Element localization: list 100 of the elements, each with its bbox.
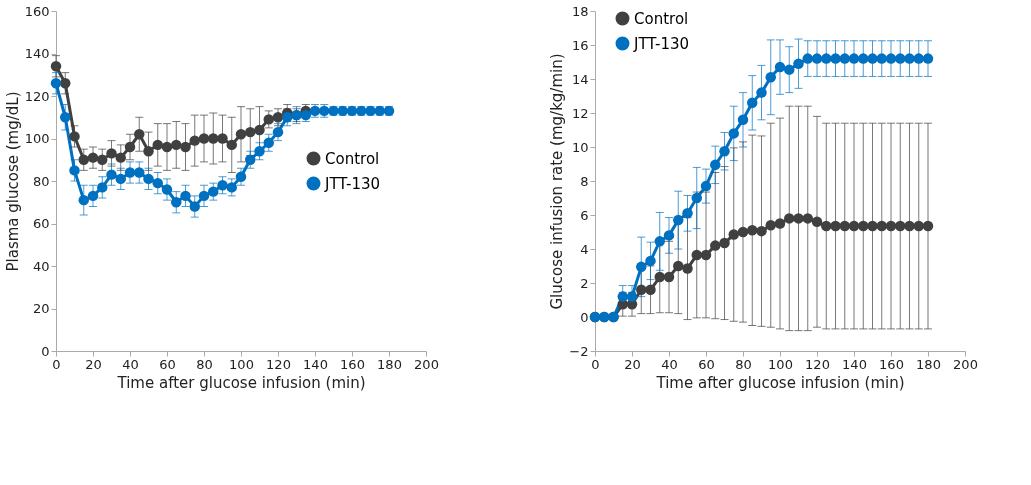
- point: [673, 214, 684, 226]
- x-tick-label: 100: [768, 356, 793, 372]
- point: [97, 154, 108, 165]
- point: [97, 182, 108, 193]
- point: [710, 240, 721, 251]
- point: [226, 139, 237, 151]
- point: [728, 128, 739, 139]
- y-tick-label: 20: [32, 301, 50, 316]
- point: [848, 53, 860, 64]
- y-tick-label: 80: [32, 173, 50, 189]
- point: [272, 112, 284, 123]
- point: [793, 58, 804, 69]
- point: [793, 213, 804, 224]
- point: [765, 72, 776, 83]
- point: [830, 220, 841, 232]
- point: [682, 208, 693, 219]
- point: [235, 171, 247, 182]
- point: [69, 131, 80, 142]
- y-tick-label: 18: [571, 3, 589, 19]
- y-tick-label: 160: [24, 3, 50, 19]
- y-axis-title: Glucose infusion rate (mg/kg/min): [548, 53, 567, 310]
- point: [839, 53, 850, 64]
- x-tick-label: 80: [735, 356, 752, 372]
- point: [124, 167, 136, 178]
- point: [282, 112, 293, 123]
- point: [710, 159, 721, 171]
- point: [106, 148, 117, 159]
- point: [719, 146, 730, 157]
- legend-label: Control: [325, 149, 380, 168]
- point: [217, 133, 228, 144]
- point: [663, 271, 675, 283]
- point: [811, 216, 823, 228]
- point: [69, 165, 80, 176]
- point: [876, 220, 887, 232]
- x-tick-label: 40: [661, 356, 678, 372]
- x-tick-label: 140: [842, 356, 867, 372]
- point: [663, 230, 675, 241]
- point: [645, 255, 656, 267]
- point: [106, 169, 117, 180]
- x-tick-label: 60: [159, 356, 176, 372]
- point: [143, 173, 154, 185]
- y-tick-label: 100: [24, 131, 50, 146]
- point: [115, 173, 126, 185]
- point: [245, 154, 256, 165]
- y-tick-label: 0: [580, 309, 589, 325]
- point: [682, 263, 693, 274]
- y-tick-label: −2: [569, 343, 589, 359]
- point: [756, 87, 767, 98]
- y-axis-title: Plasma glucose (mg/dL): [3, 91, 22, 272]
- y-tick-label: 120: [24, 88, 50, 104]
- point: [774, 218, 786, 229]
- point: [645, 284, 656, 296]
- point: [802, 213, 813, 224]
- point: [78, 194, 89, 206]
- point: [774, 61, 786, 73]
- point: [858, 220, 869, 232]
- y-tick-label: 40: [32, 258, 50, 274]
- point: [143, 146, 154, 157]
- point: [673, 260, 684, 272]
- point: [254, 146, 265, 157]
- x-tick-label: 160: [340, 356, 365, 372]
- point: [876, 53, 887, 64]
- y-tick-label: 2: [580, 275, 589, 291]
- point: [189, 201, 200, 212]
- point: [784, 213, 795, 224]
- x-tick-label: 160: [879, 356, 904, 372]
- x-axis-title: Time after glucose infusion (min): [116, 373, 366, 392]
- point: [913, 220, 924, 232]
- y-tick-label: 16: [571, 37, 589, 53]
- point: [904, 53, 915, 64]
- point: [50, 78, 62, 89]
- point: [922, 220, 934, 232]
- x-axis-title: Time after glucose infusion (min): [655, 373, 905, 392]
- point: [636, 284, 647, 296]
- y-tick-label: 6: [580, 207, 589, 223]
- point: [152, 139, 163, 151]
- point: [245, 126, 256, 138]
- point: [848, 220, 860, 232]
- x-tick-label: 140: [303, 356, 328, 372]
- x-tick-label: 20: [85, 356, 102, 372]
- point: [208, 133, 219, 144]
- point: [254, 124, 265, 136]
- point: [180, 190, 191, 202]
- x-tick-label: 0: [52, 356, 61, 372]
- point: [691, 192, 702, 204]
- point: [700, 249, 712, 261]
- y-tick-label: 8: [580, 173, 589, 189]
- point: [821, 53, 832, 64]
- point: [756, 225, 767, 237]
- point: [617, 291, 628, 302]
- point: [626, 291, 638, 302]
- legend-label: JTT-130: [324, 174, 381, 193]
- x-tick-label: 100: [229, 356, 254, 372]
- point: [885, 53, 897, 64]
- point: [784, 64, 795, 75]
- y-tick-label: 0: [41, 343, 50, 359]
- point: [913, 53, 924, 64]
- point: [50, 61, 62, 72]
- point: [263, 114, 274, 125]
- y-tick-label: 14: [571, 71, 589, 87]
